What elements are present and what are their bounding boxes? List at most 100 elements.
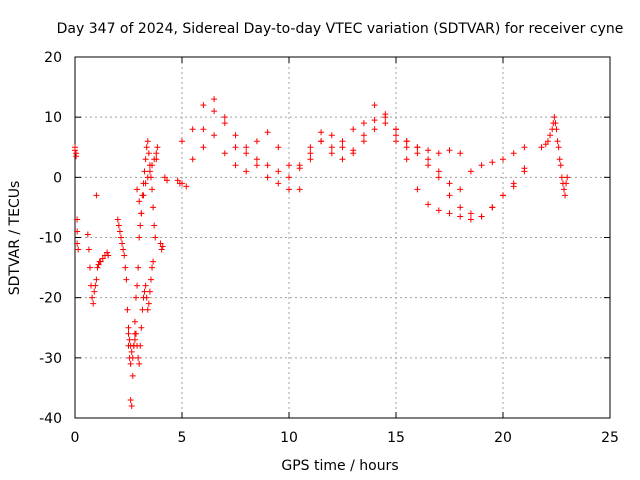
data-point [149, 186, 156, 193]
data-point [121, 252, 128, 259]
data-point [135, 354, 142, 361]
data-point [264, 174, 271, 181]
data-point [74, 216, 81, 223]
data-point [189, 156, 196, 163]
y-tick-label: -30 [39, 351, 62, 367]
data-point [105, 252, 112, 259]
data-point [145, 150, 152, 157]
data-point [126, 336, 133, 343]
data-point [144, 306, 151, 313]
data-point [371, 102, 378, 109]
data-point [200, 102, 207, 109]
data-point [151, 156, 158, 163]
y-axis-ticks: -40 -30 -20 -10 0 10 20 [39, 50, 610, 427]
data-point [243, 168, 250, 175]
data-point [150, 204, 157, 211]
data-point [328, 150, 335, 157]
data-point [152, 234, 159, 241]
data-point [179, 138, 185, 145]
data-point [183, 183, 190, 190]
data-point [129, 372, 136, 379]
data-point [542, 141, 549, 148]
data-point [115, 222, 122, 229]
data-point [553, 126, 560, 133]
data-point [211, 108, 218, 115]
data-point [232, 144, 239, 151]
x-tick-label: 0 [71, 430, 80, 446]
series-group [189, 120, 528, 223]
data-point [500, 156, 506, 163]
data-point [360, 132, 367, 139]
data-point [286, 162, 292, 169]
data-point [135, 264, 142, 271]
data-point [137, 222, 144, 229]
data-point [127, 396, 134, 403]
data-point [489, 204, 496, 211]
data-point [425, 162, 432, 169]
data-point [560, 186, 567, 193]
data-point [144, 138, 151, 145]
data-point [489, 159, 496, 166]
y-tick-label: -40 [39, 411, 62, 427]
data-point [153, 150, 160, 157]
data-point [74, 240, 81, 247]
data-point [221, 114, 228, 121]
data-point [116, 228, 123, 235]
data-point [393, 138, 399, 145]
data-point [93, 192, 100, 199]
x-axis-ticks: 0 5 10 15 20 25 [71, 57, 619, 446]
data-point [97, 258, 104, 265]
data-point [328, 144, 335, 151]
data-point [414, 186, 421, 193]
data-point [253, 162, 260, 169]
data-point [99, 255, 106, 262]
data-point [403, 156, 410, 163]
data-point [158, 246, 165, 253]
data-point [264, 129, 271, 136]
data-point [275, 144, 282, 151]
data-point [551, 114, 558, 121]
data-point [142, 180, 149, 187]
data-point [146, 168, 153, 175]
data-point [457, 150, 464, 157]
data-point [264, 162, 271, 169]
data-point [371, 117, 378, 124]
data-point [414, 144, 421, 151]
data-point [119, 240, 126, 247]
x-tick-label: 5 [178, 430, 187, 446]
y-tick-label: 0 [53, 170, 62, 186]
data-point [500, 192, 506, 199]
y-tick-label: -10 [39, 231, 62, 247]
data-point [510, 183, 517, 190]
data-point [446, 147, 453, 154]
data-point [425, 156, 432, 163]
data-point [73, 153, 80, 160]
data-point [132, 330, 139, 337]
data-point [382, 114, 389, 121]
data-point [382, 120, 389, 127]
data-point [138, 210, 145, 217]
data-point [189, 126, 196, 133]
data-point [307, 150, 314, 157]
data-point [141, 288, 148, 295]
data-point [164, 177, 171, 184]
data-point [122, 264, 129, 271]
data-point [544, 138, 551, 145]
data-point [457, 204, 464, 211]
data-point [318, 138, 325, 145]
data-point [145, 300, 152, 307]
data-point [85, 246, 92, 253]
data-point [286, 174, 292, 181]
data-point [125, 324, 132, 331]
data-point [467, 210, 474, 217]
data-point [425, 201, 432, 208]
data-point [446, 180, 453, 187]
data-point [467, 216, 474, 223]
data-point [243, 150, 250, 157]
data-point [253, 138, 260, 145]
data-point [393, 126, 399, 133]
data-point [132, 294, 139, 301]
data-point [393, 132, 399, 139]
